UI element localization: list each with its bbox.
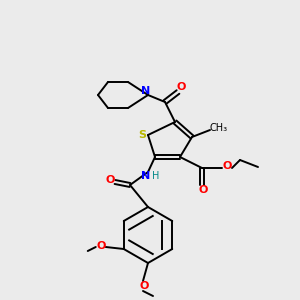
Text: S: S [138,130,146,140]
Text: N: N [141,86,151,96]
Text: O: O [176,82,186,92]
Text: N: N [141,171,151,181]
Text: O: O [105,175,115,185]
Text: CH₃: CH₃ [210,123,228,133]
Text: O: O [139,281,149,291]
Text: O: O [96,241,105,251]
Text: O: O [222,161,232,171]
Text: O: O [198,185,208,195]
Text: H: H [152,171,160,181]
